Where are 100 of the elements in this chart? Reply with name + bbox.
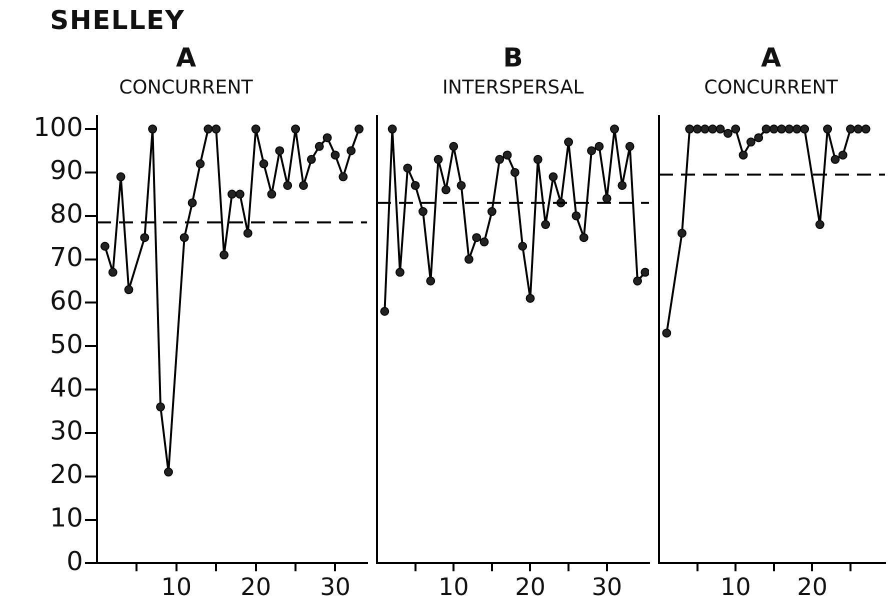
point xyxy=(533,154,542,164)
point xyxy=(731,124,740,134)
y-tick-label: 10 xyxy=(50,504,83,534)
point xyxy=(762,124,771,134)
point xyxy=(618,180,627,190)
point xyxy=(838,150,848,160)
chart-subtitle: CONCURRENT xyxy=(704,76,838,99)
point xyxy=(180,233,189,242)
point xyxy=(823,124,832,134)
point xyxy=(100,242,110,251)
point xyxy=(275,146,284,156)
y-tick-label: 90 xyxy=(50,156,83,186)
point xyxy=(116,172,126,182)
y-tick-label: 60 xyxy=(50,286,83,316)
point xyxy=(403,164,412,173)
point xyxy=(633,276,642,286)
point xyxy=(800,124,810,134)
point xyxy=(572,211,581,220)
point xyxy=(188,198,197,208)
point xyxy=(456,180,466,190)
x-tick-label: 10 xyxy=(438,572,469,601)
point xyxy=(861,124,870,134)
point xyxy=(625,142,634,151)
point xyxy=(769,124,778,134)
point xyxy=(846,124,856,134)
chart-subtitle: CONCURRENT xyxy=(119,76,254,99)
point xyxy=(441,185,450,194)
point xyxy=(267,190,276,199)
x-tick-label: 10 xyxy=(161,572,192,601)
point xyxy=(291,124,300,134)
point xyxy=(354,124,364,134)
point xyxy=(564,138,574,147)
point xyxy=(108,268,118,277)
point xyxy=(677,228,686,238)
point xyxy=(156,402,166,412)
point xyxy=(708,124,718,134)
point xyxy=(418,207,428,216)
point xyxy=(700,124,710,134)
point xyxy=(602,194,612,203)
point xyxy=(685,124,694,134)
point xyxy=(487,207,496,216)
point xyxy=(220,250,229,260)
point xyxy=(541,220,550,230)
point xyxy=(662,328,672,338)
point xyxy=(243,228,252,238)
point xyxy=(204,124,213,134)
y-tick-label: 100 xyxy=(33,112,83,143)
point xyxy=(464,254,474,264)
x-tick-label: 30 xyxy=(592,572,622,601)
y-tick-label: 50 xyxy=(50,330,83,360)
chart-title: A xyxy=(176,43,196,74)
point xyxy=(338,172,348,182)
point xyxy=(518,242,528,251)
point xyxy=(746,138,756,147)
point xyxy=(472,233,482,242)
point xyxy=(594,142,604,151)
point xyxy=(854,124,863,134)
point xyxy=(259,159,268,168)
point xyxy=(314,142,324,151)
y-tick-label: 20 xyxy=(50,460,83,490)
point xyxy=(346,146,356,156)
point xyxy=(579,233,588,242)
point xyxy=(283,180,292,190)
point xyxy=(692,124,702,134)
point xyxy=(777,124,786,134)
x-tick-label: 20 xyxy=(514,572,546,601)
point xyxy=(480,237,489,246)
x-tick-label: 20 xyxy=(240,572,272,601)
point xyxy=(738,150,748,160)
point xyxy=(784,124,794,134)
chart-title: B xyxy=(503,43,523,74)
x-tick-label: 20 xyxy=(796,572,828,601)
point xyxy=(716,124,725,134)
point xyxy=(792,124,802,134)
point xyxy=(124,285,134,294)
point xyxy=(610,124,620,134)
point xyxy=(148,124,158,134)
point xyxy=(306,154,316,164)
point xyxy=(164,468,173,477)
point xyxy=(388,124,397,134)
point xyxy=(434,154,443,164)
point xyxy=(228,190,236,199)
chart-title: A xyxy=(760,43,782,74)
point xyxy=(495,154,504,164)
point xyxy=(815,220,824,230)
point xyxy=(251,124,260,134)
y-tick-label: 0 xyxy=(66,546,83,577)
chart-subtitle: INTERSPERSAL xyxy=(442,76,584,99)
x-tick-label: 30 xyxy=(320,572,351,601)
point xyxy=(380,306,390,316)
point xyxy=(830,154,840,164)
point xyxy=(723,128,732,138)
point xyxy=(196,159,205,168)
point xyxy=(212,124,221,134)
point xyxy=(548,172,558,182)
y-tick-label: 80 xyxy=(50,200,83,230)
point xyxy=(640,268,649,277)
point xyxy=(754,133,764,142)
y-tick-label: 70 xyxy=(50,243,83,274)
point xyxy=(298,180,308,190)
